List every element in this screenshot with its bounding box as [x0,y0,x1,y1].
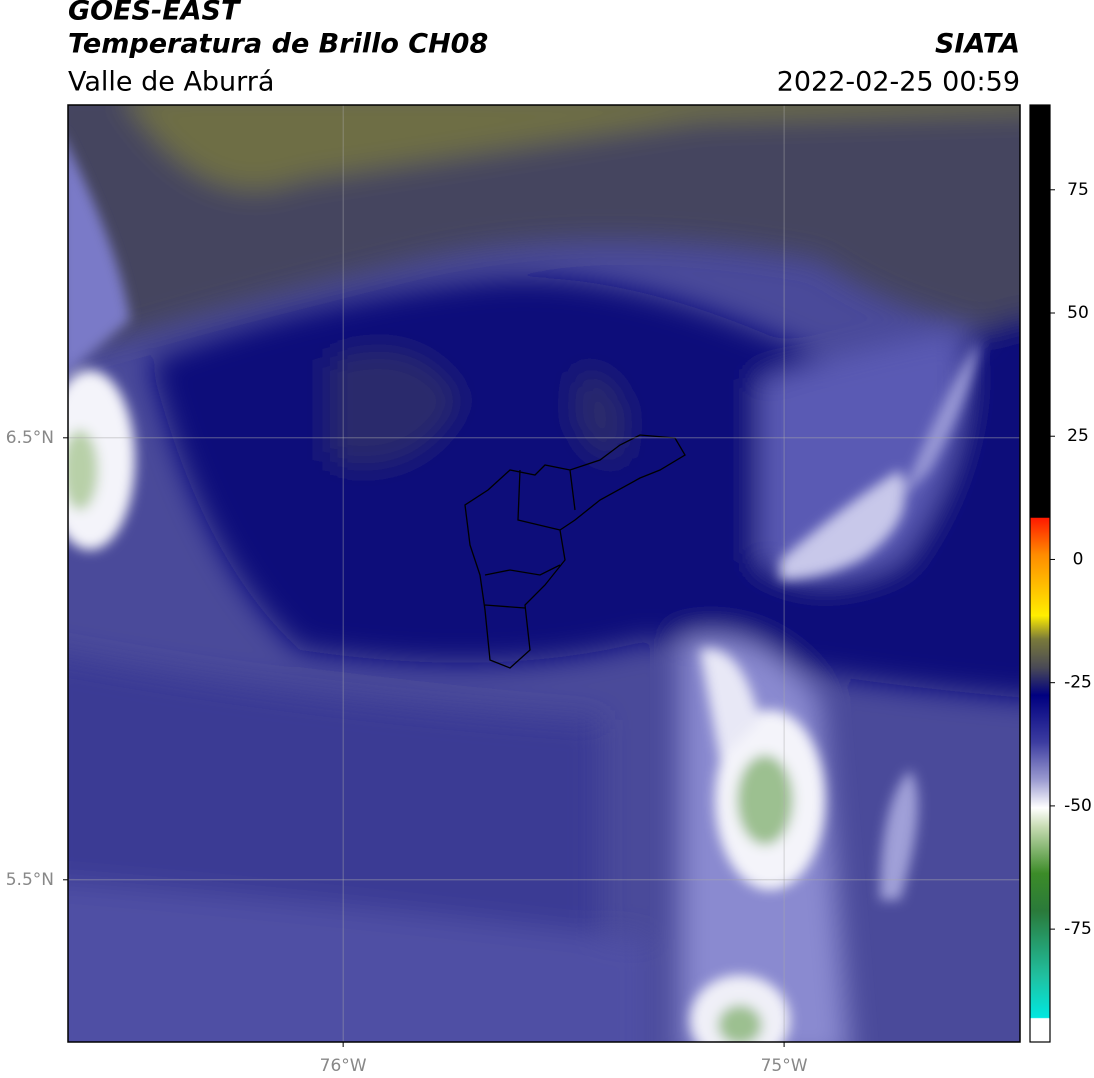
lat-label: 5.5°N [6,870,54,890]
region: Valle de Aburrá [68,67,274,98]
datetime: 2022-02-25 00:59 [777,67,1020,98]
subtitle: Temperatura de Brillo CH08 [68,29,488,60]
map-frame [67,104,1021,1043]
grid [68,105,1020,1042]
colorbar [1029,104,1051,1043]
colorbar-label: 25 [1067,426,1089,446]
satellite-image [68,105,1020,1042]
colorbar-label: -25 [1064,673,1092,693]
lon-label: 76°W [320,1056,367,1076]
colorbar-label: -75 [1064,919,1092,939]
lat-label: 6.5°N [6,428,54,448]
lon-label: 75°W [761,1056,808,1076]
source: SIATA [935,29,1020,60]
title: GOES-EAST [68,0,242,27]
colorbar-label: -50 [1064,796,1092,816]
colorbar-label: 75 [1067,180,1089,200]
colorbar-label: 50 [1067,303,1089,323]
colorbar-label: 0 [1073,549,1084,569]
